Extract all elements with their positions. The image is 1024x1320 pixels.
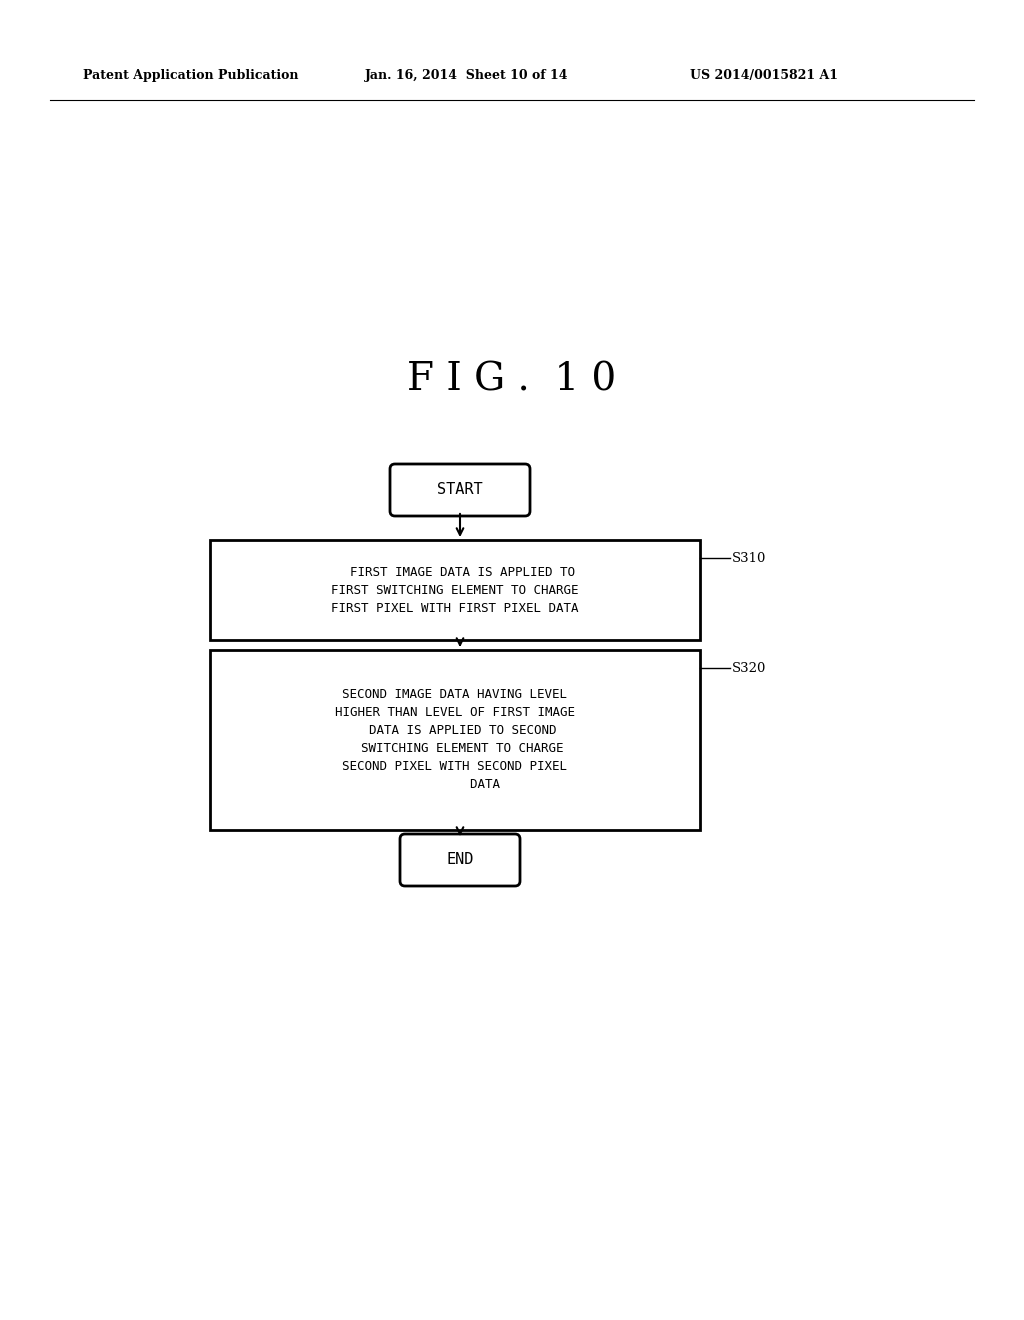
FancyBboxPatch shape: [400, 834, 520, 886]
Text: Jan. 16, 2014  Sheet 10 of 14: Jan. 16, 2014 Sheet 10 of 14: [365, 69, 568, 82]
Bar: [210, 540, 700, 640]
Bar: [210, 649, 700, 830]
FancyBboxPatch shape: [390, 465, 530, 516]
Text: S310: S310: [732, 552, 766, 565]
Text: START: START: [437, 483, 482, 498]
Text: F I G .  1 0: F I G . 1 0: [408, 362, 616, 399]
Text: FIRST IMAGE DATA IS APPLIED TO
FIRST SWITCHING ELEMENT TO CHARGE
FIRST PIXEL WIT: FIRST IMAGE DATA IS APPLIED TO FIRST SWI…: [331, 565, 579, 615]
Text: SECOND IMAGE DATA HAVING LEVEL
HIGHER THAN LEVEL OF FIRST IMAGE
  DATA IS APPLIE: SECOND IMAGE DATA HAVING LEVEL HIGHER TH…: [335, 689, 575, 792]
Text: END: END: [446, 853, 474, 867]
Text: S320: S320: [732, 661, 766, 675]
Text: Patent Application Publication: Patent Application Publication: [83, 69, 299, 82]
Text: US 2014/0015821 A1: US 2014/0015821 A1: [690, 69, 838, 82]
